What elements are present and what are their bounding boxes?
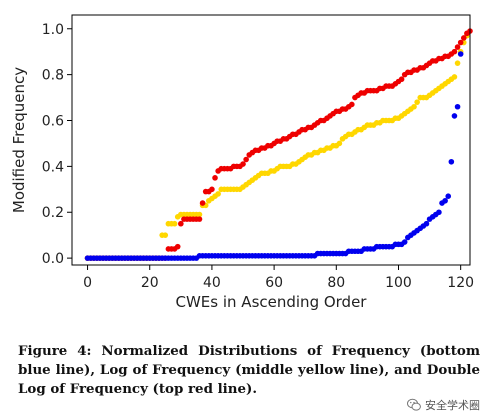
data-point xyxy=(451,113,458,119)
y-tick-label: 0.6 xyxy=(42,114,64,130)
data-point xyxy=(436,209,442,216)
y-tick-label: 0.2 xyxy=(42,205,64,221)
data-point xyxy=(457,39,464,46)
data-point xyxy=(199,200,206,206)
x-tick-label: 80 xyxy=(327,275,345,291)
data-point xyxy=(454,103,461,110)
data-point xyxy=(243,156,249,163)
data-point xyxy=(212,175,218,181)
data-point xyxy=(171,220,178,227)
scatter-chart: 0 20 40 60 80 100 120 0.0 0.2 0.4 0.6 0.8 1.0 CWEs … xyxy=(10,14,474,311)
chart-figure: 0 20 40 60 80 100 120 0.0 0.2 0.4 0.6 0.8 1.0 CWEs … xyxy=(10,14,474,311)
data-point xyxy=(454,44,461,50)
x-axis: 0 20 40 60 80 100 120 xyxy=(83,265,474,291)
data-point xyxy=(454,60,461,66)
data-point xyxy=(457,51,464,57)
data-point xyxy=(448,158,455,165)
watermark: 安全学术圈 xyxy=(407,397,480,413)
data-point xyxy=(442,197,448,204)
data-point xyxy=(162,232,169,238)
chart-marks xyxy=(84,28,473,261)
plot-frame xyxy=(71,14,471,266)
data-point xyxy=(196,211,203,218)
data-point xyxy=(349,101,355,108)
x-axis-title: CWEs in Ascending Order xyxy=(176,293,368,311)
data-point xyxy=(460,35,467,41)
data-point xyxy=(423,220,430,227)
data-point xyxy=(240,161,246,167)
wechat-icon xyxy=(407,398,421,411)
x-tick-label: 100 xyxy=(385,275,412,291)
y-axis-title: Modified Frequency xyxy=(10,67,28,213)
data-point xyxy=(174,243,181,250)
data-point xyxy=(398,76,405,83)
y-tick-label: 0.0 xyxy=(42,251,64,267)
x-tick-label: 20 xyxy=(141,275,159,291)
watermark-text: 安全学术圈 xyxy=(425,399,480,412)
data-point xyxy=(178,220,184,227)
x-tick-label: 120 xyxy=(447,275,474,291)
data-point xyxy=(411,103,417,110)
data-point xyxy=(336,140,343,147)
figure-caption: Figure 4: Normalized Distributions of Fr… xyxy=(18,343,480,397)
data-point xyxy=(215,191,221,197)
y-tick-label: 1.0 xyxy=(42,22,64,38)
x-tick-label: 40 xyxy=(203,275,221,291)
x-tick-label: 0 xyxy=(83,275,92,291)
data-point xyxy=(414,99,420,105)
y-axis: 0.0 0.2 0.4 0.6 0.8 1.0 xyxy=(42,22,72,267)
data-point xyxy=(196,216,203,222)
x-tick-label: 60 xyxy=(265,275,283,291)
y-tick-label: 0.4 xyxy=(42,159,64,175)
data-point xyxy=(445,193,452,199)
data-point xyxy=(209,186,215,193)
data-point xyxy=(451,48,458,55)
data-point xyxy=(401,239,408,245)
y-tick-label: 0.8 xyxy=(42,68,64,84)
data-point xyxy=(451,74,458,80)
